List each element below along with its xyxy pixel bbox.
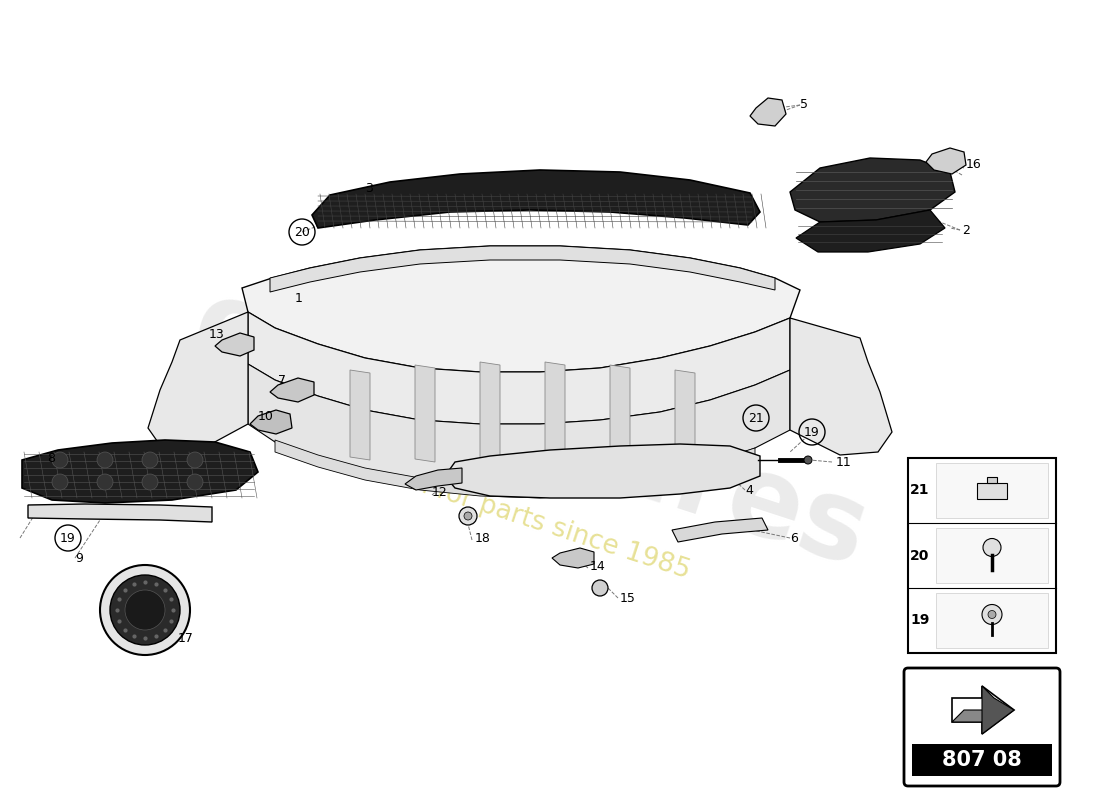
Bar [936, 528, 1048, 583]
Text: 6: 6 [790, 531, 798, 545]
Polygon shape [926, 148, 966, 174]
Polygon shape [796, 210, 945, 252]
Text: 14: 14 [590, 559, 606, 573]
Text: 12: 12 [432, 486, 448, 498]
Text: 5: 5 [800, 98, 808, 111]
Text: 21: 21 [911, 483, 930, 498]
Text: 21: 21 [748, 411, 763, 425]
Polygon shape [790, 318, 892, 455]
Text: 8: 8 [47, 451, 55, 465]
Text: eurospares: eurospares [179, 270, 881, 590]
Polygon shape [270, 378, 314, 402]
Circle shape [142, 452, 158, 468]
Polygon shape [405, 468, 462, 490]
Circle shape [982, 605, 1002, 625]
Text: 13: 13 [209, 327, 224, 341]
Text: 807 08: 807 08 [942, 750, 1022, 770]
Text: 3: 3 [365, 182, 373, 194]
Circle shape [52, 452, 68, 468]
Polygon shape [672, 518, 768, 542]
Circle shape [592, 580, 608, 596]
Circle shape [988, 610, 996, 618]
Polygon shape [415, 365, 434, 462]
Polygon shape [480, 362, 501, 462]
Polygon shape [446, 444, 760, 498]
Polygon shape [750, 98, 786, 126]
Text: 19: 19 [911, 614, 930, 627]
Polygon shape [214, 333, 254, 356]
Bar [912, 744, 1052, 776]
Bar [908, 458, 1056, 653]
Text: 7: 7 [278, 374, 286, 387]
Text: 10: 10 [258, 410, 274, 422]
Circle shape [110, 575, 180, 645]
Text: 9: 9 [75, 551, 82, 565]
Polygon shape [675, 370, 695, 460]
Text: 20: 20 [294, 226, 310, 238]
Text: 4: 4 [745, 483, 752, 497]
Text: a passion for parts since 1985: a passion for parts since 1985 [306, 436, 694, 584]
Polygon shape [250, 410, 292, 434]
Polygon shape [544, 362, 565, 462]
Polygon shape [982, 686, 1014, 734]
Text: 17: 17 [178, 631, 194, 645]
Text: 18: 18 [475, 531, 491, 545]
Polygon shape [790, 158, 955, 222]
Polygon shape [275, 440, 755, 498]
Circle shape [125, 590, 165, 630]
Text: 11: 11 [836, 455, 851, 469]
Bar [936, 463, 1048, 518]
Polygon shape [312, 170, 760, 228]
Polygon shape [248, 364, 790, 488]
Circle shape [459, 507, 477, 525]
Polygon shape [350, 370, 370, 460]
Circle shape [804, 456, 812, 464]
Polygon shape [987, 477, 997, 482]
Circle shape [52, 474, 68, 490]
Text: 19: 19 [60, 531, 76, 545]
Text: 16: 16 [966, 158, 981, 171]
Polygon shape [22, 440, 258, 503]
Text: 19: 19 [804, 426, 820, 438]
Circle shape [187, 452, 204, 468]
Circle shape [100, 565, 190, 655]
Polygon shape [552, 548, 594, 568]
Text: 2: 2 [962, 223, 970, 237]
Polygon shape [248, 312, 790, 424]
Circle shape [464, 512, 472, 520]
Polygon shape [28, 504, 212, 522]
Circle shape [187, 474, 204, 490]
Polygon shape [242, 246, 800, 372]
Bar [936, 593, 1048, 648]
Text: 20: 20 [911, 549, 930, 562]
Text: 1: 1 [295, 291, 302, 305]
Polygon shape [148, 312, 248, 450]
Polygon shape [977, 482, 1007, 498]
Polygon shape [952, 710, 994, 722]
Text: 15: 15 [620, 591, 636, 605]
Circle shape [983, 538, 1001, 557]
Polygon shape [610, 365, 630, 462]
FancyBboxPatch shape [904, 668, 1060, 786]
Polygon shape [952, 686, 1014, 734]
Circle shape [97, 452, 113, 468]
Circle shape [142, 474, 158, 490]
Polygon shape [270, 246, 776, 292]
Circle shape [97, 474, 113, 490]
